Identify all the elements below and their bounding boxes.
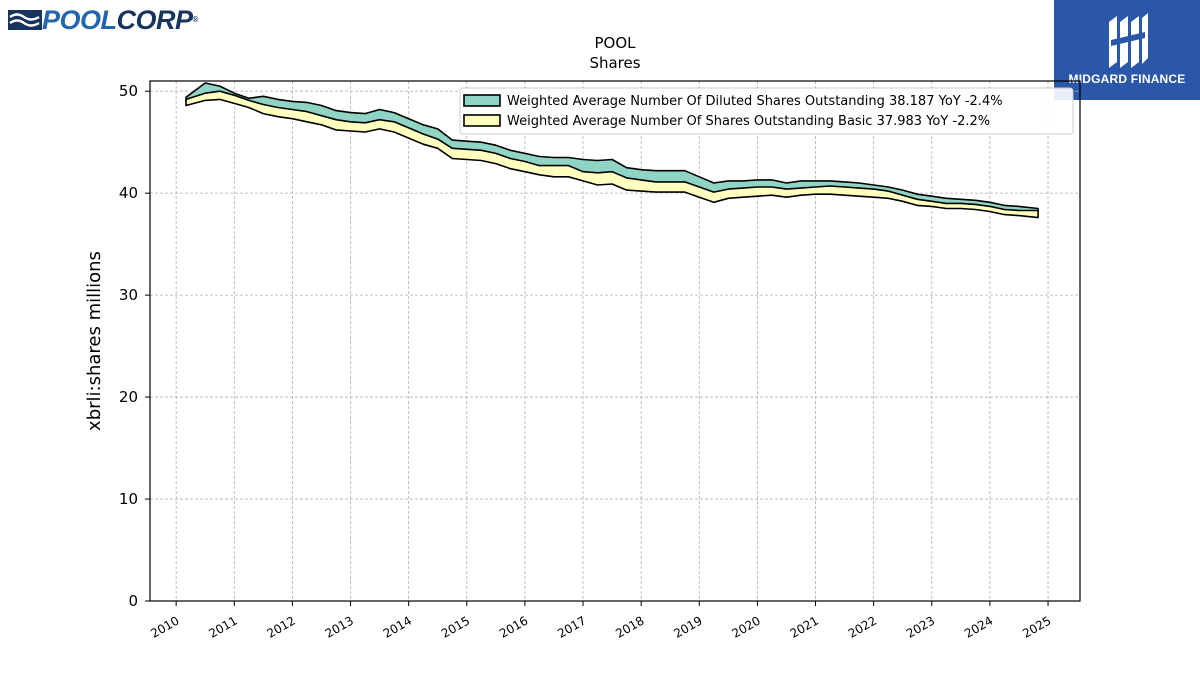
x-tick-label: 2010	[148, 613, 181, 640]
x-tick-label: 2011	[206, 613, 239, 640]
x-tick-label: 2016	[497, 613, 530, 640]
x-tick-label: 2021	[788, 613, 821, 640]
legend-swatch	[463, 94, 501, 107]
x-tick-label: 2023	[904, 613, 937, 640]
y-tick-label: 50	[119, 82, 138, 100]
y-tick-label: 0	[128, 592, 138, 610]
x-tick-label: 2020	[729, 613, 762, 640]
x-axis: 2010 2011 2012 2013 2014 2015 2016 2017 2018 2019…	[148, 601, 1054, 641]
y-tick-label: 20	[119, 388, 138, 406]
wave-logo-icon	[8, 10, 42, 30]
logo-text-corp: CORP	[116, 5, 194, 35]
y-tick-label: 30	[119, 286, 138, 304]
y-axis-label: xbrli:shares millions	[84, 251, 105, 431]
x-tick-label: 2015	[439, 613, 472, 640]
poolcorp-logo: POOLCORP®	[8, 6, 198, 34]
logo-wordmark: POOLCORP®	[42, 6, 198, 34]
legend-entry-label: Weighted Average Number Of Diluted Share…	[507, 94, 1003, 109]
x-tick-label: 2024	[962, 613, 995, 640]
x-tick-label: 2018	[613, 613, 646, 640]
x-tick-label: 2025	[1020, 613, 1053, 640]
x-tick-label: 2014	[381, 613, 414, 640]
series-area-2	[185, 90, 1039, 219]
midgard-logo-icon	[1109, 13, 1148, 68]
gridlines	[150, 81, 1080, 601]
badge-label: MIDGARD FINANCE	[1068, 72, 1186, 86]
logo-registered-mark: ®	[192, 15, 199, 24]
legend-entry-label: Weighted Average Number Of Shares Outsta…	[507, 114, 990, 129]
y-axis: 0 10 20 30 40 50	[119, 82, 150, 610]
legend-swatch	[463, 114, 501, 127]
x-tick-label: 2013	[323, 613, 356, 640]
legend-box	[459, 87, 1074, 135]
y-tick-label: 10	[119, 490, 138, 508]
chart-title: POOL	[594, 34, 636, 52]
x-tick-label: 2012	[264, 613, 297, 640]
x-tick-label: 2022	[846, 613, 879, 640]
y-tick-label: 40	[119, 184, 138, 202]
legend: Weighted Average Number Of Diluted Share…	[459, 87, 1074, 135]
x-tick-label: 2019	[671, 613, 704, 640]
series-areas	[185, 82, 1039, 219]
chart-subtitle: Shares	[589, 54, 640, 72]
logo-text-pool: POOL	[42, 5, 117, 35]
x-tick-label: 2017	[555, 613, 588, 640]
midgard-finance-badge: MIDGARD FINANCE	[1054, 0, 1200, 100]
plot-frame	[149, 80, 1081, 602]
